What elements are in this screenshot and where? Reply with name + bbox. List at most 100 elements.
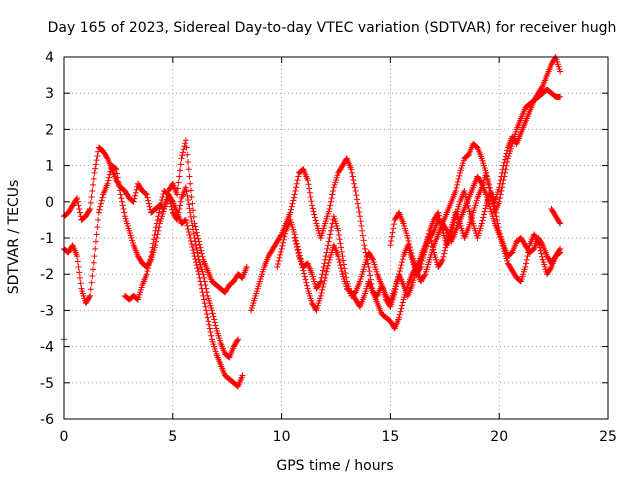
data-point — [478, 220, 485, 227]
data-point — [154, 231, 161, 238]
data-point — [435, 209, 442, 216]
data-point — [499, 180, 506, 187]
data-point — [557, 220, 564, 227]
data-point — [168, 203, 175, 210]
data-point — [428, 237, 435, 244]
data-point — [185, 196, 192, 203]
data-point — [418, 260, 425, 267]
data-point — [523, 260, 530, 267]
data-point — [358, 222, 365, 229]
data-point — [104, 180, 111, 187]
data-point — [367, 272, 374, 279]
data-point — [328, 195, 335, 202]
data-point — [319, 283, 326, 290]
data-point — [329, 191, 336, 198]
data-point — [322, 256, 329, 263]
data-point — [443, 226, 450, 233]
data-point — [238, 274, 245, 281]
data-point — [158, 200, 165, 207]
data-point — [177, 198, 184, 205]
data-point — [311, 211, 318, 218]
data-point — [442, 244, 449, 251]
data-point — [156, 206, 163, 213]
data-point — [76, 206, 83, 213]
data-point — [201, 300, 208, 307]
data-point — [361, 242, 368, 249]
data-point — [386, 298, 393, 305]
data-point — [453, 184, 460, 191]
data-point — [169, 206, 176, 213]
data-point — [406, 244, 413, 251]
data-point — [354, 196, 361, 203]
data-point — [198, 250, 205, 257]
data-point — [194, 249, 201, 256]
data-point — [351, 290, 358, 297]
data-point — [308, 198, 315, 205]
data-point — [112, 165, 119, 172]
data-point — [360, 237, 367, 244]
data-point — [163, 190, 170, 197]
data-point — [454, 181, 461, 188]
data-point — [121, 209, 128, 216]
data-point — [196, 241, 203, 248]
data-point — [330, 187, 337, 194]
data-point — [290, 197, 297, 204]
data-point — [202, 303, 209, 310]
data-point — [295, 173, 302, 180]
data-point — [153, 220, 160, 227]
data-point — [183, 144, 190, 151]
data-point — [336, 236, 343, 243]
data-point — [105, 177, 112, 184]
axis-ticks: 0 5 10 15 20 25 -6 -5 -4 -3 -2 -1 0 1 2 3 4 — [40, 50, 617, 445]
data-point — [175, 209, 182, 216]
data-point — [501, 173, 508, 180]
data-point — [356, 213, 363, 220]
data-point — [193, 229, 200, 236]
data-point — [209, 310, 216, 317]
data-point — [203, 307, 210, 314]
data-point — [426, 231, 433, 238]
data-point — [274, 263, 281, 270]
data-point — [362, 245, 369, 252]
data-point — [325, 259, 332, 266]
data-point — [407, 247, 414, 254]
data-point — [397, 308, 404, 315]
data-point — [359, 227, 366, 234]
data-point — [91, 253, 98, 260]
data-point — [187, 187, 194, 194]
data-point — [202, 282, 209, 289]
data-point — [106, 171, 113, 178]
data-point — [192, 223, 199, 230]
data-point — [143, 191, 150, 198]
data-point — [193, 262, 200, 269]
data-point — [120, 206, 127, 213]
x-tick-label: 15 — [381, 429, 399, 445]
data-point — [435, 212, 442, 219]
data-point — [164, 190, 171, 197]
data-point — [145, 262, 152, 269]
data-point — [190, 226, 197, 233]
data-point — [118, 195, 125, 202]
data-point — [184, 151, 191, 158]
data-point — [366, 268, 373, 275]
data-point — [96, 206, 103, 213]
data-point — [472, 143, 479, 150]
data-point — [338, 265, 345, 272]
data-point — [87, 200, 94, 207]
data-point — [176, 173, 183, 180]
data-point — [274, 260, 281, 267]
data-point — [338, 244, 345, 251]
data-point — [146, 203, 153, 210]
data-point — [301, 273, 308, 280]
data-point — [144, 194, 151, 201]
data-point — [440, 253, 447, 260]
data-point — [486, 184, 493, 191]
data-points — [61, 54, 564, 390]
data-point — [184, 222, 191, 229]
data-point — [498, 187, 505, 194]
data-point — [88, 279, 95, 286]
x-tick-label: 20 — [490, 429, 508, 445]
chart-title: Day 165 of 2023, Sidereal Day-to-day VTE… — [48, 20, 617, 36]
data-point — [439, 256, 446, 263]
data-point — [98, 197, 105, 204]
